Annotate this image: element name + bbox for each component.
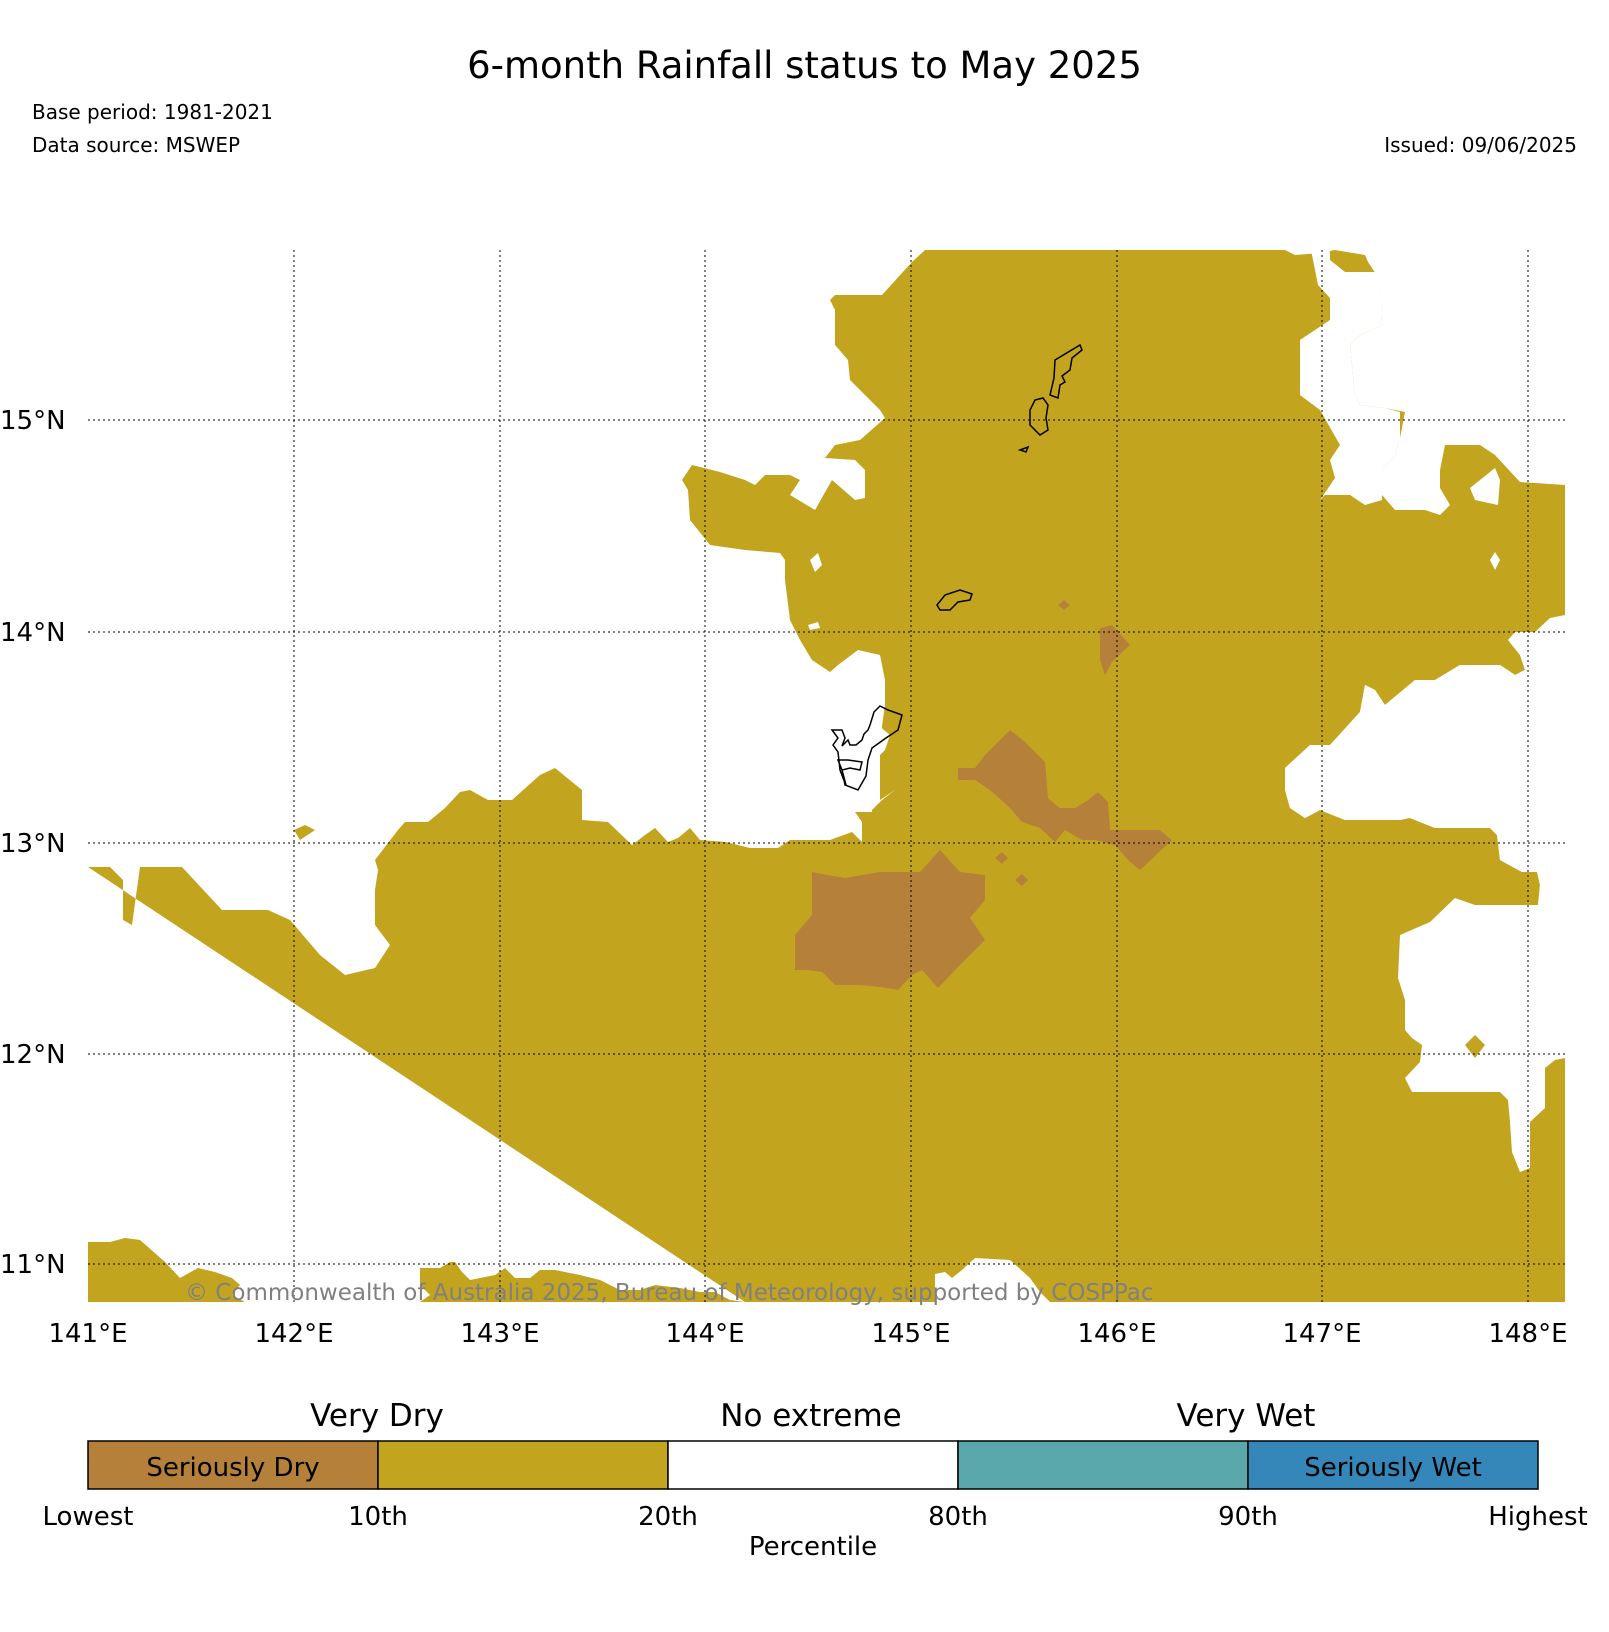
lat-tick-11: 11°N — [0, 1250, 66, 1280]
no-extreme-hole-east — [1300, 245, 1400, 505]
lon-tick-147: 147°E — [1282, 1319, 1361, 1349]
lat-tick-14: 14°N — [0, 618, 66, 648]
lon-tick-144: 144°E — [665, 1319, 744, 1349]
lon-tick-145: 145°E — [871, 1319, 950, 1349]
very-dry-region-main — [88, 250, 1565, 1302]
legend-tick-80th: 80th — [928, 1502, 988, 1532]
legend-group-very-dry: Very Dry — [310, 1398, 444, 1434]
legend-tick-10th: 10th — [348, 1502, 408, 1532]
seriously-dry-dot-1 — [995, 852, 1008, 864]
seriously-dry-region-ne — [1100, 625, 1130, 675]
very-dry-sliver — [294, 825, 315, 840]
no-extreme-hole-ne-5 — [1490, 552, 1500, 570]
very-dry-island-east — [1465, 1035, 1485, 1058]
no-extreme-hole-sw-2 — [360, 1268, 372, 1290]
legend-group-very-wet: Very Wet — [1177, 1398, 1316, 1434]
lon-tick-148: 148°E — [1488, 1319, 1567, 1349]
seriously-dry-dot-2 — [1015, 874, 1028, 886]
legend-group-no-extreme: No extreme — [720, 1398, 901, 1434]
data-source: Data source: MSWEP — [32, 133, 241, 157]
legend-swatch-very-wet — [957, 1440, 1249, 1490]
legend-label-seriously-dry: Seriously Dry — [146, 1453, 319, 1483]
lon-tick-142: 142°E — [254, 1319, 333, 1349]
no-extreme-hole-sw-small — [460, 1252, 476, 1266]
legend-axis-label: Percentile — [749, 1532, 877, 1562]
lat-tick-12: 12°N — [0, 1040, 66, 1070]
copyright-text: © Commonwealth of Australia 2025, Bureau… — [185, 1280, 1154, 1306]
legend-swatch-seriously-dry — [87, 1440, 379, 1490]
base-period: Base period: 1981-2021 — [32, 100, 273, 124]
island-rota — [936, 589, 973, 611]
legend-tick-lowest: Lowest — [43, 1502, 134, 1532]
no-extreme-hole-ne-2 — [1442, 305, 1470, 350]
no-extreme-hole-centre-3 — [838, 685, 890, 770]
seriously-dry-region-south — [795, 850, 985, 990]
no-extreme-hole-east-mid — [1285, 640, 1565, 905]
legend-tick-90th: 90th — [1218, 1502, 1278, 1532]
legend-label-seriously-wet: Seriously Wet — [1304, 1453, 1482, 1483]
island-aguijan — [1017, 445, 1030, 453]
legend-tick-highest: Highest — [1488, 1502, 1588, 1532]
island-tinian — [1029, 397, 1049, 436]
page-title: 6-month Rainfall status to May 2025 — [467, 44, 1142, 87]
no-extreme-hole-ne-1 — [1395, 255, 1440, 335]
legend-swatch-no-extreme — [667, 1440, 959, 1490]
lon-tick-141: 141°E — [48, 1319, 127, 1349]
lat-tick-13: 13°N — [0, 829, 66, 859]
no-extreme-hole-west — [232, 1035, 415, 1200]
legend: Very Dry No extreme Very Wet Seriously D… — [43, 1398, 1588, 1562]
legend-swatch-very-dry — [377, 1440, 669, 1490]
no-extreme-hole-ne-4 — [1470, 468, 1500, 505]
lat-tick-15: 15°N — [0, 406, 66, 436]
lon-tick-143: 143°E — [460, 1319, 539, 1349]
island-saipan — [1049, 343, 1083, 400]
legend-swatch-seriously-wet — [1247, 1440, 1539, 1490]
issued-date: Issued: 09/06/2025 — [1384, 133, 1577, 157]
lon-tick-146: 146°E — [1077, 1319, 1156, 1349]
no-extreme-hole-centre-1 — [810, 553, 822, 572]
legend-tick-20th: 20th — [638, 1502, 698, 1532]
seriously-dry-dot-3 — [1058, 600, 1070, 610]
no-extreme-hole-ne-3 — [1325, 362, 1340, 378]
island-guam — [830, 705, 903, 791]
seriously-dry-region-north — [958, 730, 1172, 870]
no-extreme-hole-centre-2 — [808, 622, 820, 630]
